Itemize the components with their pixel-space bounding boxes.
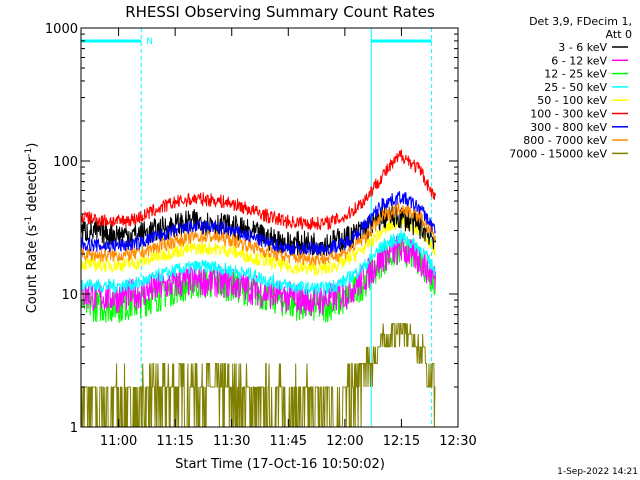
y-tick-label-1: 10 — [61, 288, 78, 303]
y-axis-label: Count Rate (s-1 detector-1) — [24, 143, 40, 314]
y-axis: 1 10 100 1000 — [45, 22, 458, 436]
x-axis-label: Start Time (17-Oct-16 10:50:02) — [175, 457, 385, 472]
series-line-4 — [80, 213, 436, 277]
chart-title: RHESSI Observing Summary Count Rates — [125, 3, 435, 21]
plot-frame — [80, 27, 459, 428]
night-marker-label: N — [146, 37, 153, 47]
y-axis-label-sup1: -1 — [24, 216, 34, 225]
plot-series — [80, 149, 436, 428]
y-axis-label-mid: detector — [25, 156, 40, 216]
y-axis-label-sup2: -1 — [24, 148, 34, 157]
y-axis-label-end: ) — [25, 143, 40, 148]
y-tick-label-3: 1000 — [45, 22, 78, 37]
legend-label-7: 800 - 7000 keV — [523, 134, 607, 147]
x-tick-label-4: 12:00 — [326, 434, 363, 449]
legend-label-1: 6 - 12 keV — [551, 54, 607, 67]
y-axis-label-main: Count Rate (s — [25, 225, 40, 314]
x-tick-label-2: 11:30 — [213, 434, 250, 449]
x-tick-label-1: 11:15 — [156, 434, 193, 449]
legend-header-line-1: Det 3,9, FDecim 1, — [529, 15, 632, 28]
y-tick-label-2: 100 — [53, 155, 78, 170]
legend-label-0: 3 - 6 keV — [558, 41, 607, 54]
series-line-1 — [80, 234, 436, 317]
legend-header-line-2: Att 0 — [606, 28, 632, 41]
series-line-5 — [80, 149, 436, 231]
series-line-8 — [80, 323, 436, 428]
footer-date: 1-Sep-2022 14:21 — [557, 467, 638, 477]
legend-label-5: 100 - 300 keV — [530, 108, 607, 121]
x-tick-label-5: 12:15 — [383, 434, 420, 449]
x-tick-label-6: 12:30 — [439, 434, 476, 449]
legend-label-8: 7000 - 15000 keV — [509, 147, 607, 160]
x-tick-label-3: 11:45 — [270, 434, 307, 449]
legend-label-6: 300 - 800 keV — [530, 121, 607, 134]
legend-label-4: 50 - 100 keV — [537, 94, 607, 107]
legend-label-3: 25 - 50 keV — [544, 81, 607, 94]
series-line-6 — [80, 191, 436, 256]
legend-label-2: 12 - 25 keV — [544, 68, 607, 81]
y-tick-label-0: 1 — [70, 421, 78, 436]
x-tick-label-0: 11:00 — [100, 434, 137, 449]
series-line-3 — [80, 229, 436, 296]
x-axis: 11:00 11:15 11:30 11:45 12:00 12:15 12:30 — [100, 28, 477, 449]
